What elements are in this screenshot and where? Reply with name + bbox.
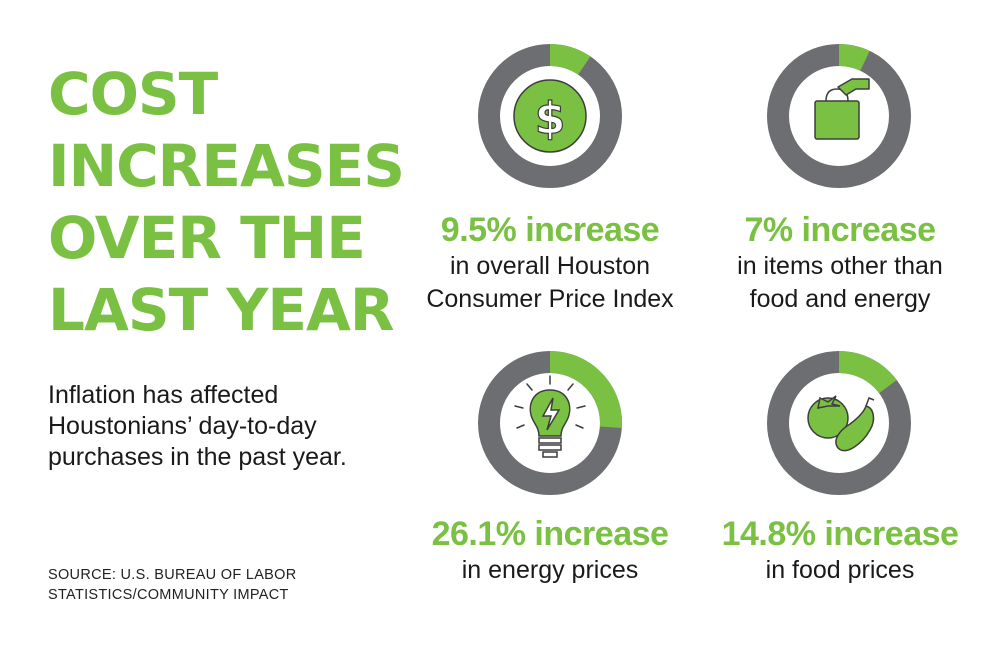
stat-value: 26.1% increase <box>431 515 669 553</box>
title-line: INCREASES <box>48 132 405 200</box>
intro-line: Houstonians’ day-to-day <box>48 412 317 440</box>
stat-desc: in energy prices <box>461 556 639 584</box>
ring-chart-core-items <box>767 44 911 188</box>
stat-value: 7% increase <box>744 211 936 249</box>
ring-chart-energy <box>478 351 622 495</box>
stat-desc: in items other than <box>737 252 943 280</box>
ring-chart-food <box>767 351 911 495</box>
ring-chart-cpi: $ <box>478 44 622 188</box>
intro-line: Inflation has affected <box>48 381 279 409</box>
stat-desc: in food prices <box>765 556 915 584</box>
title-line: OVER THE <box>48 204 366 272</box>
stat-value: 9.5% increase <box>440 211 660 249</box>
dollar-coin-icon: $ <box>513 79 587 153</box>
stat-desc: Consumer Price Index <box>426 285 674 313</box>
intro-text: Inflation has affected Houstonians’ day-… <box>48 380 378 473</box>
vegetables-icon <box>807 395 875 452</box>
stat-energy: 26.1% increase in energy prices <box>405 514 695 587</box>
title-line: LAST YEAR <box>48 276 395 344</box>
stat-core-items: 7% increase in items other than food and… <box>705 210 975 316</box>
title-line: COST <box>48 60 218 128</box>
source-line: SOURCE: U.S. BUREAU OF LABOR <box>48 567 297 583</box>
stat-food: 14.8% increase in food prices <box>705 514 975 587</box>
svg-text:$: $ <box>535 93 566 144</box>
ring-arc-core-items <box>838 44 870 71</box>
ring-arc-energy <box>549 351 622 428</box>
light-bulb-icon <box>514 375 586 458</box>
intro-line: purchases in the past year. <box>48 443 347 471</box>
source-note: SOURCE: U.S. BUREAU OF LABOR STATISTICS/… <box>48 565 378 605</box>
ring-arc-food <box>838 351 897 394</box>
page-title: COST INCREASES OVER THE LAST YEAR <box>48 58 408 346</box>
stat-desc: in overall Houston <box>449 252 651 280</box>
ring-arc-cpi <box>549 44 591 75</box>
source-line: STATISTICS/COMMUNITY IMPACT <box>48 587 289 603</box>
stat-desc: food and energy <box>749 285 931 313</box>
stat-cpi: 9.5% increase in overall Houston Consume… <box>405 210 695 316</box>
stat-value: 14.8% increase <box>721 515 959 553</box>
shopping-bag-icon <box>814 78 870 140</box>
